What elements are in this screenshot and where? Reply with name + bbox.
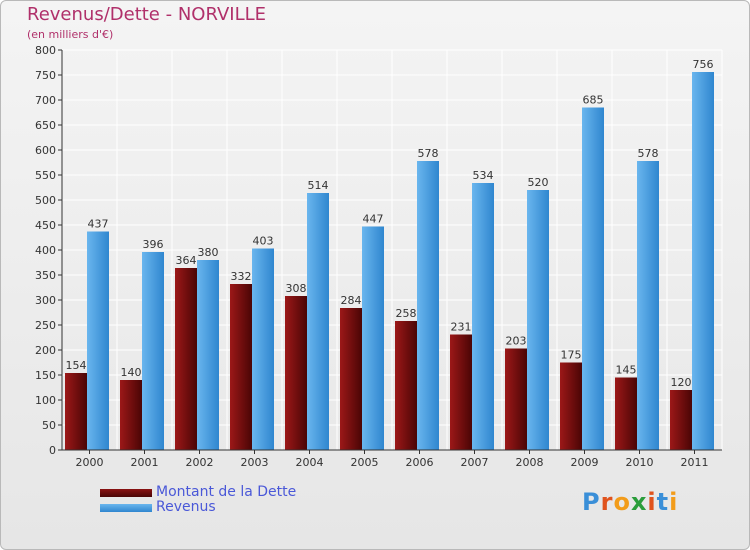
data-label-debt-2010: 145 <box>616 364 637 377</box>
bar-debt-2009 <box>560 362 582 450</box>
bar-debt-2002 <box>175 268 197 450</box>
bar-debt-2007 <box>450 334 472 450</box>
bar-revenue-2005 <box>362 226 384 450</box>
y-tick-label-450: 450 <box>35 219 56 232</box>
y-tick-label-550: 550 <box>35 169 56 182</box>
bar-debt-2011 <box>670 390 692 450</box>
data-label-debt-2008: 203 <box>506 335 527 348</box>
y-tick-label-50: 50 <box>42 419 56 432</box>
y-tick-label-250: 250 <box>35 319 56 332</box>
legend-swatch-debt <box>100 489 152 497</box>
x-tick-label-2010: 2010 <box>626 456 654 469</box>
bar-revenue-2007 <box>472 183 494 450</box>
bar-debt-2000 <box>65 373 87 450</box>
data-label-revenue-2009: 685 <box>583 94 604 107</box>
bar-revenue-2003 <box>252 248 274 450</box>
bar-revenue-2009 <box>582 107 604 450</box>
logo-letter: x <box>630 488 648 516</box>
data-label-revenue-2002: 380 <box>198 246 219 259</box>
data-label-debt-2007: 231 <box>451 321 472 334</box>
legend: Montant de la Dette Revenus <box>100 484 360 516</box>
data-label-revenue-2005: 447 <box>363 213 384 226</box>
data-label-revenue-2007: 534 <box>473 169 494 182</box>
x-tick-label-2004: 2004 <box>296 456 324 469</box>
bar-revenue-2004 <box>307 193 329 450</box>
bar-debt-2004 <box>285 296 307 450</box>
x-tick-label-2000: 2000 <box>76 456 104 469</box>
y-tick-label-500: 500 <box>35 194 56 207</box>
y-tick-label-100: 100 <box>35 394 56 407</box>
legend-label-revenue: Revenus <box>156 499 216 515</box>
bar-debt-2003 <box>230 284 252 450</box>
proxiti-logo: Proxiti <box>582 488 678 516</box>
x-tick-label-2011: 2011 <box>681 456 709 469</box>
x-tick-label-2003: 2003 <box>241 456 269 469</box>
chart-subtitle: (en milliers d'€) <box>27 28 114 41</box>
y-tick-label-700: 700 <box>35 94 56 107</box>
y-tick-label-300: 300 <box>35 294 56 307</box>
data-label-debt-2003: 332 <box>231 270 252 283</box>
data-label-debt-2002: 364 <box>176 254 197 267</box>
y-tick-label-600: 600 <box>35 144 56 157</box>
logo-letter: i <box>669 488 679 516</box>
bar-debt-2010 <box>615 377 637 450</box>
data-label-debt-2006: 258 <box>396 307 417 320</box>
legend-item-debt: Montant de la Dette <box>100 484 360 501</box>
data-label-debt-2000: 154 <box>66 359 87 372</box>
legend-label-debt: Montant de la Dette <box>156 484 297 500</box>
data-label-revenue-2010: 578 <box>638 147 659 160</box>
legend-swatch-revenue <box>100 504 152 512</box>
x-tick-label-2009: 2009 <box>571 456 599 469</box>
data-label-debt-2004: 308 <box>286 282 307 295</box>
bar-debt-2008 <box>505 348 527 450</box>
bar-revenue-2006 <box>417 161 439 450</box>
bar-revenue-2000 <box>87 231 109 450</box>
y-tick-label-150: 150 <box>35 369 56 382</box>
bar-debt-2001 <box>120 380 142 450</box>
logo-letter: i <box>647 488 657 516</box>
bar-revenue-2010 <box>637 161 659 450</box>
data-label-revenue-2000: 437 <box>88 218 109 231</box>
bar-revenue-2001 <box>142 252 164 450</box>
data-label-debt-2005: 284 <box>341 294 362 307</box>
chart-title: Revenus/Dette - NORVILLE <box>27 4 267 25</box>
x-tick-label-2008: 2008 <box>516 456 544 469</box>
x-tick-label-2005: 2005 <box>351 456 379 469</box>
data-label-debt-2009: 175 <box>561 349 582 362</box>
y-tick-label-400: 400 <box>35 244 56 257</box>
y-tick-label-200: 200 <box>35 344 56 357</box>
data-label-revenue-2011: 756 <box>693 58 714 71</box>
data-label-revenue-2008: 520 <box>528 176 549 189</box>
logo-letter: t <box>656 488 670 516</box>
x-tick-label-2001: 2001 <box>131 456 159 469</box>
data-label-revenue-2001: 396 <box>143 238 164 251</box>
logo-letter: o <box>613 488 631 516</box>
x-tick-label-2006: 2006 <box>406 456 434 469</box>
y-tick-label-650: 650 <box>35 119 56 132</box>
data-label-revenue-2006: 578 <box>418 147 439 160</box>
y-tick-label-800: 800 <box>35 44 56 57</box>
legend-item-revenue: Revenus <box>100 499 360 516</box>
y-tick-label-750: 750 <box>35 69 56 82</box>
y-tick-label-0: 0 <box>49 444 56 457</box>
bar-debt-2005 <box>340 308 362 450</box>
bar-revenue-2002 <box>197 260 219 450</box>
data-label-debt-2001: 140 <box>121 366 142 379</box>
y-tick-label-350: 350 <box>35 269 56 282</box>
logo-letter: P <box>582 488 601 516</box>
x-tick-label-2007: 2007 <box>461 456 489 469</box>
data-label-revenue-2003: 403 <box>253 235 274 248</box>
bar-revenue-2008 <box>527 190 549 450</box>
x-tick-label-2002: 2002 <box>186 456 214 469</box>
bar-debt-2006 <box>395 321 417 450</box>
data-label-revenue-2004: 514 <box>308 179 329 192</box>
bar-revenue-2011 <box>692 72 714 450</box>
logo-letter: r <box>600 488 614 516</box>
data-label-debt-2011: 120 <box>671 376 692 389</box>
